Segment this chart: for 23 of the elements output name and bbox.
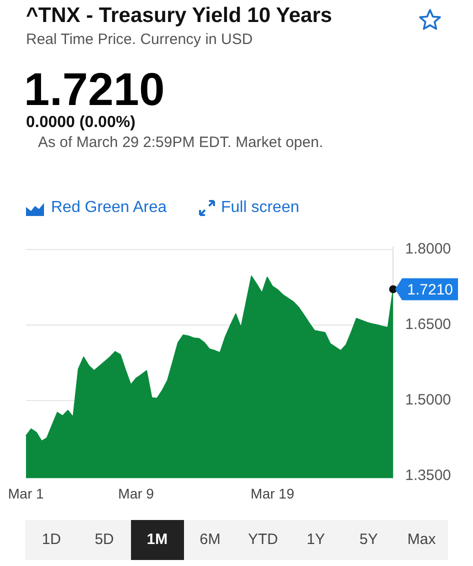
text: 1M	[130, 520, 184, 560]
x-tick-label: Mar 9	[118, 485, 154, 502]
text: 6M	[198, 530, 222, 550]
x-tick-label: Mar 1	[8, 485, 44, 502]
text: 1.7210	[24, 62, 165, 115]
data-label: 1.7210	[407, 281, 454, 298]
text: YTD	[246, 530, 279, 550]
y-tick-label: 1.6500	[405, 316, 452, 334]
text: As of March 29 2:59PM EDT. Market open.	[38, 134, 324, 151]
text: 1Y	[306, 530, 326, 550]
text: 0.0000 (0.00%)	[26, 114, 136, 132]
text: Red Green Area	[51, 199, 167, 217]
text: Max	[406, 530, 437, 550]
y-tick-label: 1.3500	[405, 466, 452, 484]
text: 1D	[40, 530, 62, 550]
y-tick-label: 1.5000	[405, 391, 452, 408]
text: 5Y	[358, 530, 379, 550]
chart-title: ^TNX - Treasury Yield 10 Years	[26, 4, 332, 28]
text: Full screen	[221, 199, 300, 217]
chart-subtitle: Real Time Price. Currency in USD	[26, 31, 253, 48]
text: 5D	[94, 530, 115, 550]
y-tick-label: 1.8000	[405, 240, 452, 258]
x-tick-label: Mar 19	[250, 485, 294, 502]
